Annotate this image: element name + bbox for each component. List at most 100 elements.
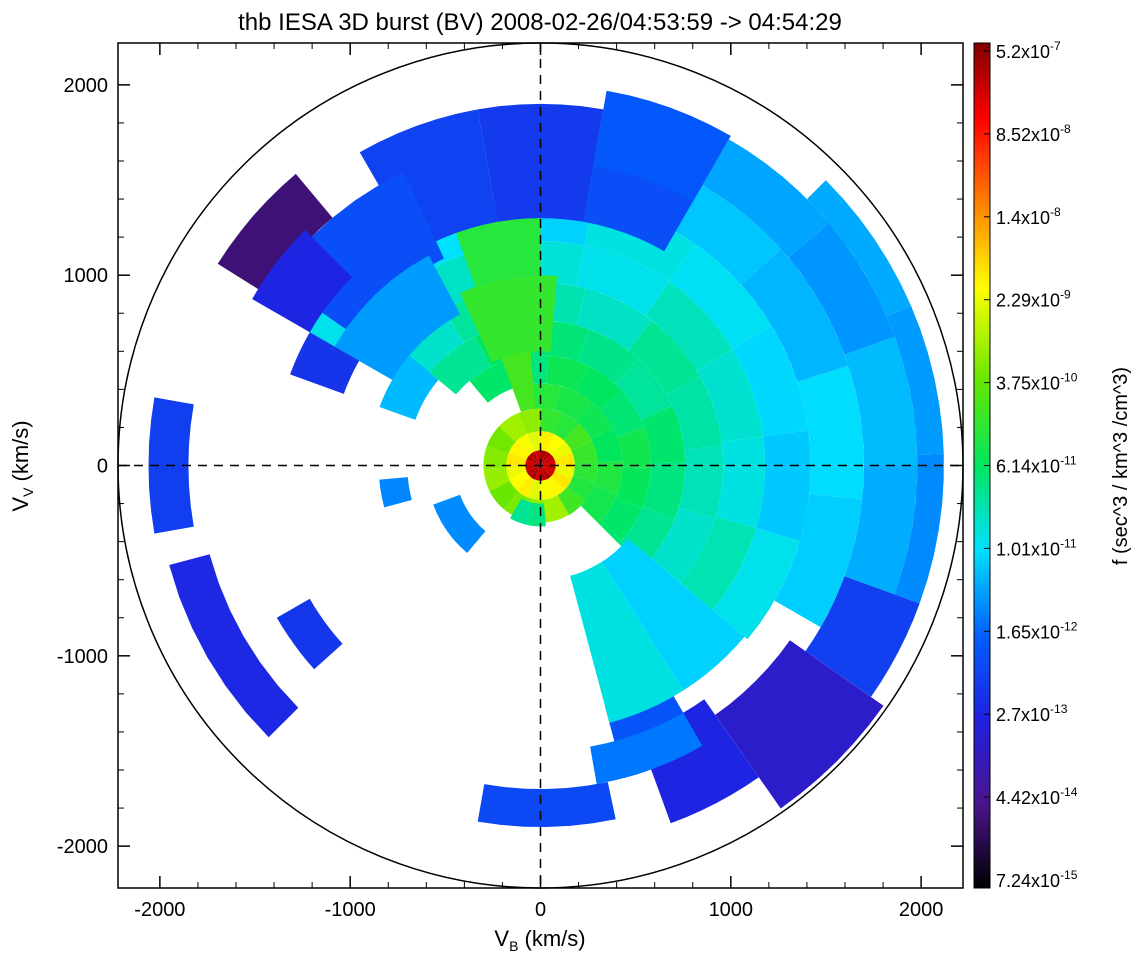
sector-cell: [894, 453, 944, 604]
sector-cell: [567, 475, 596, 502]
sector-cell: [576, 288, 652, 351]
colorbar-tick-mantissa: 5.2x10: [996, 42, 1050, 62]
x-tick-label: -2000: [134, 899, 185, 921]
sector-cell: [510, 498, 533, 525]
sector-cell: [501, 351, 536, 412]
sector-cell: [628, 320, 700, 395]
x-tick-label: 0: [535, 899, 546, 921]
sector-cell: [593, 90, 731, 202]
sector-cell: [508, 471, 530, 490]
x-axis-label-sub: B: [509, 938, 518, 954]
sector-cell: [483, 446, 509, 469]
sector-cell: [540, 465, 555, 477]
colorbar-tick-exponent: -15: [1060, 868, 1078, 882]
sector-cell: [678, 445, 724, 519]
chart-title: thb IESA 3D burst (BV) 2008-02-26/04:53:…: [238, 9, 842, 36]
sector-cell: [525, 459, 541, 466]
colorbar-tick-mantissa: 2.29x10: [996, 291, 1060, 311]
colorbar-tick-exponent: -13: [1050, 702, 1068, 716]
sector-cell: [252, 230, 353, 333]
sector-cell: [554, 386, 592, 421]
colorbar-tick-label: 8.52x10-8: [996, 122, 1071, 145]
sector-cell: [460, 275, 558, 362]
sector-cell: [540, 431, 554, 452]
colorbar-tick-exponent: -8: [1060, 122, 1071, 136]
sector-cell: [506, 465, 527, 479]
sector-cell: [526, 454, 541, 466]
colorbar-tick-mantissa: 2.7x10: [996, 705, 1050, 725]
sector-cell: [557, 486, 586, 515]
sector-cell: [469, 360, 515, 403]
y-axis-label-main: V: [8, 497, 33, 512]
colorbar-tick-label: 1.4x10-8: [996, 205, 1061, 228]
sector-cell: [540, 408, 562, 434]
colorbar-tick-exponent: -11: [1060, 536, 1077, 550]
sector-cell: [570, 561, 684, 723]
sector-cell: [615, 358, 673, 420]
sector-cell: [741, 249, 849, 382]
sector-cell: [715, 640, 884, 809]
y-tick-label: 0: [97, 456, 108, 478]
sector-cell: [617, 426, 651, 468]
sector-cell: [540, 465, 547, 481]
colorbar-tick-label: 5.2x10-7: [996, 39, 1061, 62]
colorbar-tick-mantissa: 1.4x10: [996, 208, 1050, 228]
y-tick-label: -2000: [57, 836, 108, 858]
sector-cell: [540, 479, 554, 500]
sector-cell: [545, 355, 589, 392]
sector-cell: [379, 477, 412, 508]
x-axis-label-unit: (km/s): [518, 926, 585, 951]
x-axis-ticks: -2000 -1000 0 1000 2000: [134, 43, 943, 921]
sector-cell: [577, 329, 639, 385]
x-tick-label: -1000: [325, 899, 376, 921]
colorbar-tick-exponent: -8: [1050, 205, 1061, 219]
sector-cell: [529, 465, 541, 480]
sector-cell: [774, 493, 863, 628]
sector-cell: [580, 485, 617, 524]
sector-cell: [540, 465, 552, 480]
colorbar-tick-label: 3.75x10-10: [996, 371, 1078, 394]
colorbar-tick-label: 1.01x10-11: [996, 536, 1077, 559]
x-tick-label: 2000: [899, 899, 944, 921]
y-axis-label-unit: (km/s): [8, 420, 33, 487]
sector-cell: [290, 332, 360, 394]
sector-cell: [546, 476, 565, 498]
y-axis-label-sub: V: [20, 487, 36, 497]
sector-cell: [489, 480, 519, 510]
sector-cell: [540, 454, 555, 466]
sector-cell: [529, 451, 541, 466]
colorbar-tick-label: 2.7x10-13: [996, 702, 1068, 725]
sector-cell: [593, 460, 623, 495]
sector-cell: [590, 712, 703, 785]
sector-cell: [551, 471, 573, 490]
sector-cell: [525, 465, 541, 472]
y-axis-label: VV (km/s): [8, 420, 36, 511]
sector-cell: [651, 507, 716, 583]
sector-cell: [516, 433, 535, 455]
colorbar-ticks: 5.2x10-78.52x10-81.4x10-82.29x10-93.75x1…: [984, 39, 1078, 891]
sector-cell: [553, 412, 580, 441]
sector-cell: [486, 426, 516, 454]
colorbar-tick-mantissa: 7.24x10: [996, 871, 1060, 891]
colorbar-tick-mantissa: 1.65x10: [996, 622, 1060, 642]
sector-cell: [645, 281, 733, 371]
sector-cell: [669, 244, 772, 349]
y-tick-label: 1000: [64, 265, 109, 287]
sector-cell: [641, 405, 686, 464]
colorbar-tick-mantissa: 3.75x10: [996, 374, 1060, 394]
sector-cell: [886, 305, 944, 455]
sector-cell: [379, 355, 439, 420]
sector-cell: [551, 441, 573, 460]
sector-cell: [359, 109, 498, 252]
x-axis-label: VB (km/s): [494, 926, 585, 954]
colorbar-tick-label: 2.29x10-9: [996, 288, 1071, 311]
colorbar-tick-mantissa: 4.42x10: [996, 788, 1060, 808]
sector-cell: [575, 401, 614, 440]
colorbar-label: f (sec^3 / km^3 /cm^3): [1110, 367, 1132, 565]
sector-cell: [540, 465, 556, 472]
sector-cell: [598, 497, 642, 544]
y-tick-label: -1000: [57, 646, 108, 668]
sector-cell: [540, 450, 547, 466]
sector-cell: [527, 479, 541, 500]
